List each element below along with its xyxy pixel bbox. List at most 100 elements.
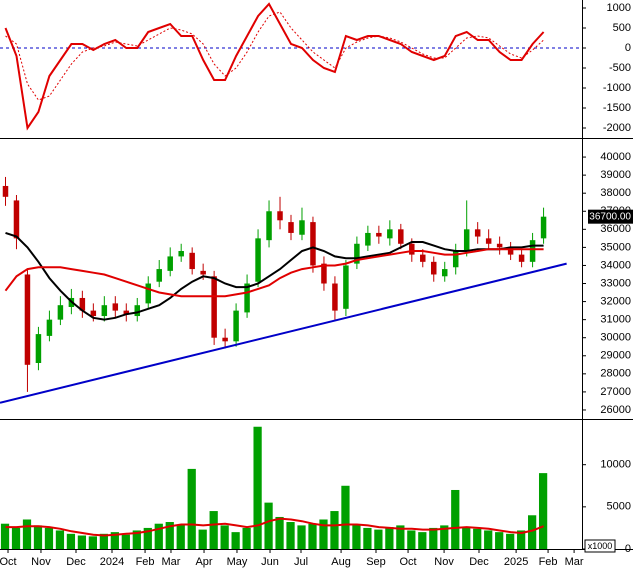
candle-body — [409, 243, 415, 255]
y-tick-label: 27000 — [600, 386, 631, 398]
candle-body — [90, 310, 97, 317]
volume-bar — [0, 523, 10, 549]
x-tick-label: Dec — [469, 556, 489, 568]
candle-body — [46, 319, 53, 336]
candle-body — [178, 251, 184, 257]
volume-bar — [220, 525, 229, 549]
candle-body — [233, 310, 239, 342]
volume-bar — [352, 525, 361, 549]
volume-bar — [286, 522, 295, 549]
candle-body — [452, 251, 459, 268]
x-tick-label: Oct — [0, 556, 17, 568]
candle-body — [145, 283, 151, 304]
candle-body — [123, 310, 130, 315]
volume-bar — [165, 522, 174, 549]
x-tick-label: Aug — [331, 556, 351, 568]
candle-body — [518, 254, 525, 262]
x-tick-label: Mar — [565, 556, 584, 568]
volume-bar — [231, 532, 240, 549]
volume-bar — [66, 533, 76, 549]
y-tick-label: 0 — [625, 42, 631, 54]
candle-body — [485, 238, 492, 244]
volume-bar — [242, 527, 251, 549]
line-series — [4, 2, 545, 131]
x-tick-label: Oct — [399, 556, 416, 568]
candle-body — [189, 252, 195, 270]
y-tick-label: -1500 — [603, 102, 631, 114]
y-tick-label: 38000 — [600, 187, 631, 199]
volume-bar — [396, 525, 405, 549]
candle-body — [24, 274, 31, 365]
volume-bar — [363, 527, 372, 549]
x-tick-label: Feb — [539, 556, 558, 568]
volume-bar — [253, 426, 262, 549]
y-tick-label: -2000 — [603, 122, 631, 134]
y-tick-label: 29000 — [600, 350, 631, 362]
volume-bar — [275, 516, 284, 549]
candle-body — [365, 232, 371, 246]
x-tick-label: Feb — [136, 556, 155, 568]
candle-body — [255, 238, 261, 282]
candle-body — [343, 265, 349, 309]
candle-body — [200, 270, 206, 275]
x-tick-label: May — [227, 556, 248, 568]
y-tick-label: 0 — [625, 543, 631, 555]
volume-bar — [88, 536, 97, 549]
y-tick-label: 26000 — [600, 404, 631, 416]
volume-bar — [418, 532, 427, 549]
volume-bar — [132, 530, 141, 549]
line-series — [5, 231, 544, 321]
volume-bar — [462, 527, 471, 549]
volume-bar — [528, 515, 537, 549]
candle-body — [266, 211, 272, 241]
volume-bar — [264, 502, 273, 549]
volume-bar — [154, 523, 163, 549]
candle-body — [463, 229, 470, 251]
volume-bar — [11, 527, 21, 549]
candle-body — [540, 216, 547, 239]
candle-body — [474, 229, 481, 237]
x-tick-label: Dec — [66, 556, 86, 568]
y-tick-label: 36000 — [600, 223, 631, 235]
volume-bar — [451, 489, 460, 549]
volume-bar — [440, 525, 449, 549]
volume-bar — [121, 534, 130, 549]
x-tick-label: 2025 — [504, 556, 528, 568]
candle-body — [321, 263, 327, 284]
x-tick-label: Jul — [294, 556, 308, 568]
y-tick-label: 1000 — [607, 2, 631, 14]
volume-bar — [429, 527, 438, 549]
candle-body — [376, 232, 382, 237]
candle-body — [79, 297, 86, 311]
candle-body — [134, 305, 141, 317]
y-tick-label: 33000 — [600, 277, 631, 289]
y-tick-label: 34000 — [600, 259, 631, 271]
unit-label: x1000 — [588, 541, 613, 551]
y-tick-label: 28000 — [600, 368, 631, 380]
candle-body — [244, 283, 250, 313]
volume-bar — [198, 529, 207, 549]
volume-bar — [341, 485, 350, 549]
line-series — [5, 11, 544, 101]
last-price-box — [588, 209, 633, 224]
candle-body — [529, 240, 536, 262]
y-tick-label: 32000 — [600, 295, 631, 307]
volume-bar — [308, 523, 317, 549]
volume-bar — [297, 525, 306, 549]
last-price-label: 36700.00 — [589, 211, 631, 222]
candle-body — [2, 185, 9, 197]
x-tick-label: Apr — [195, 556, 212, 568]
volume-bar — [22, 519, 32, 549]
volume-bar — [209, 511, 218, 549]
x-tick-label: 2024 — [100, 556, 124, 568]
candle-body — [277, 211, 283, 221]
volume-bar — [517, 530, 526, 549]
y-tick-label: 5000 — [607, 501, 631, 513]
candle-body — [57, 305, 64, 320]
volume-bar — [77, 535, 87, 549]
line-series — [5, 517, 544, 537]
y-tick-label: 35000 — [600, 241, 631, 253]
candle-body — [354, 243, 360, 264]
y-tick-label: 31000 — [600, 314, 631, 326]
